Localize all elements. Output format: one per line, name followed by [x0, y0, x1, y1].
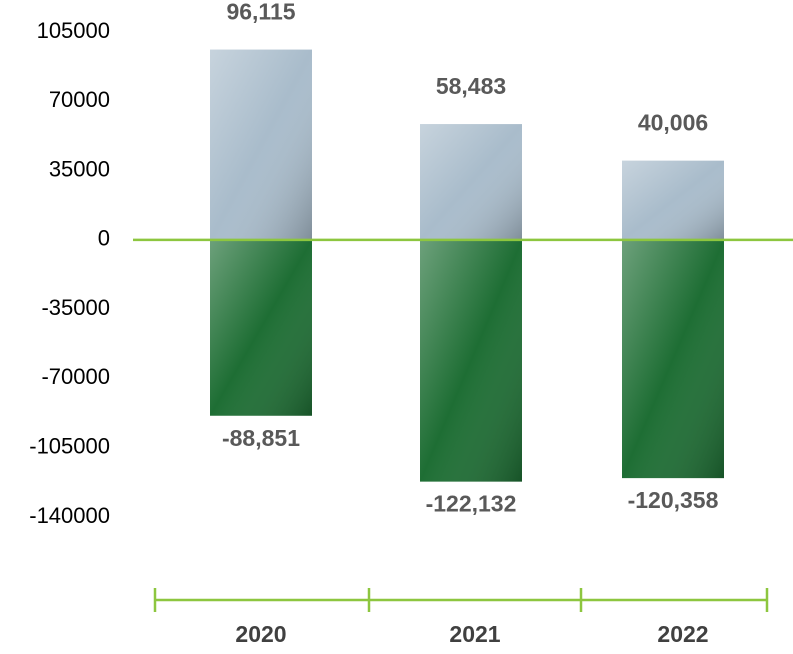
y-tick-label: -105000 — [29, 434, 110, 459]
bar-texture — [210, 49, 312, 240]
bar-texture — [622, 160, 724, 240]
y-tick-label: -140000 — [29, 503, 110, 528]
bar-texture — [420, 239, 522, 482]
y-tick-label: -70000 — [41, 364, 110, 389]
y-tick-label: 70000 — [49, 87, 110, 112]
y-tick-label: 105000 — [37, 18, 110, 43]
x-tick-label: 2021 — [449, 621, 500, 647]
bar-texture — [420, 124, 522, 240]
value-label: -122,132 — [426, 491, 517, 517]
value-label: 40,006 — [638, 110, 708, 136]
y-tick-label: 0 — [98, 226, 110, 251]
x-tick-label: 2020 — [235, 621, 286, 647]
bar-texture — [210, 239, 312, 416]
y-tick-label: -35000 — [41, 295, 110, 320]
x-tick-label: 2022 — [657, 621, 708, 647]
bar-texture — [622, 239, 724, 479]
value-label: -120,358 — [628, 487, 719, 513]
value-label: 96,115 — [226, 0, 295, 25]
y-tick-label: 35000 — [49, 156, 110, 181]
value-label: -88,851 — [222, 425, 300, 451]
category-axis — [153, 588, 769, 612]
value-label: 58,483 — [436, 73, 506, 99]
